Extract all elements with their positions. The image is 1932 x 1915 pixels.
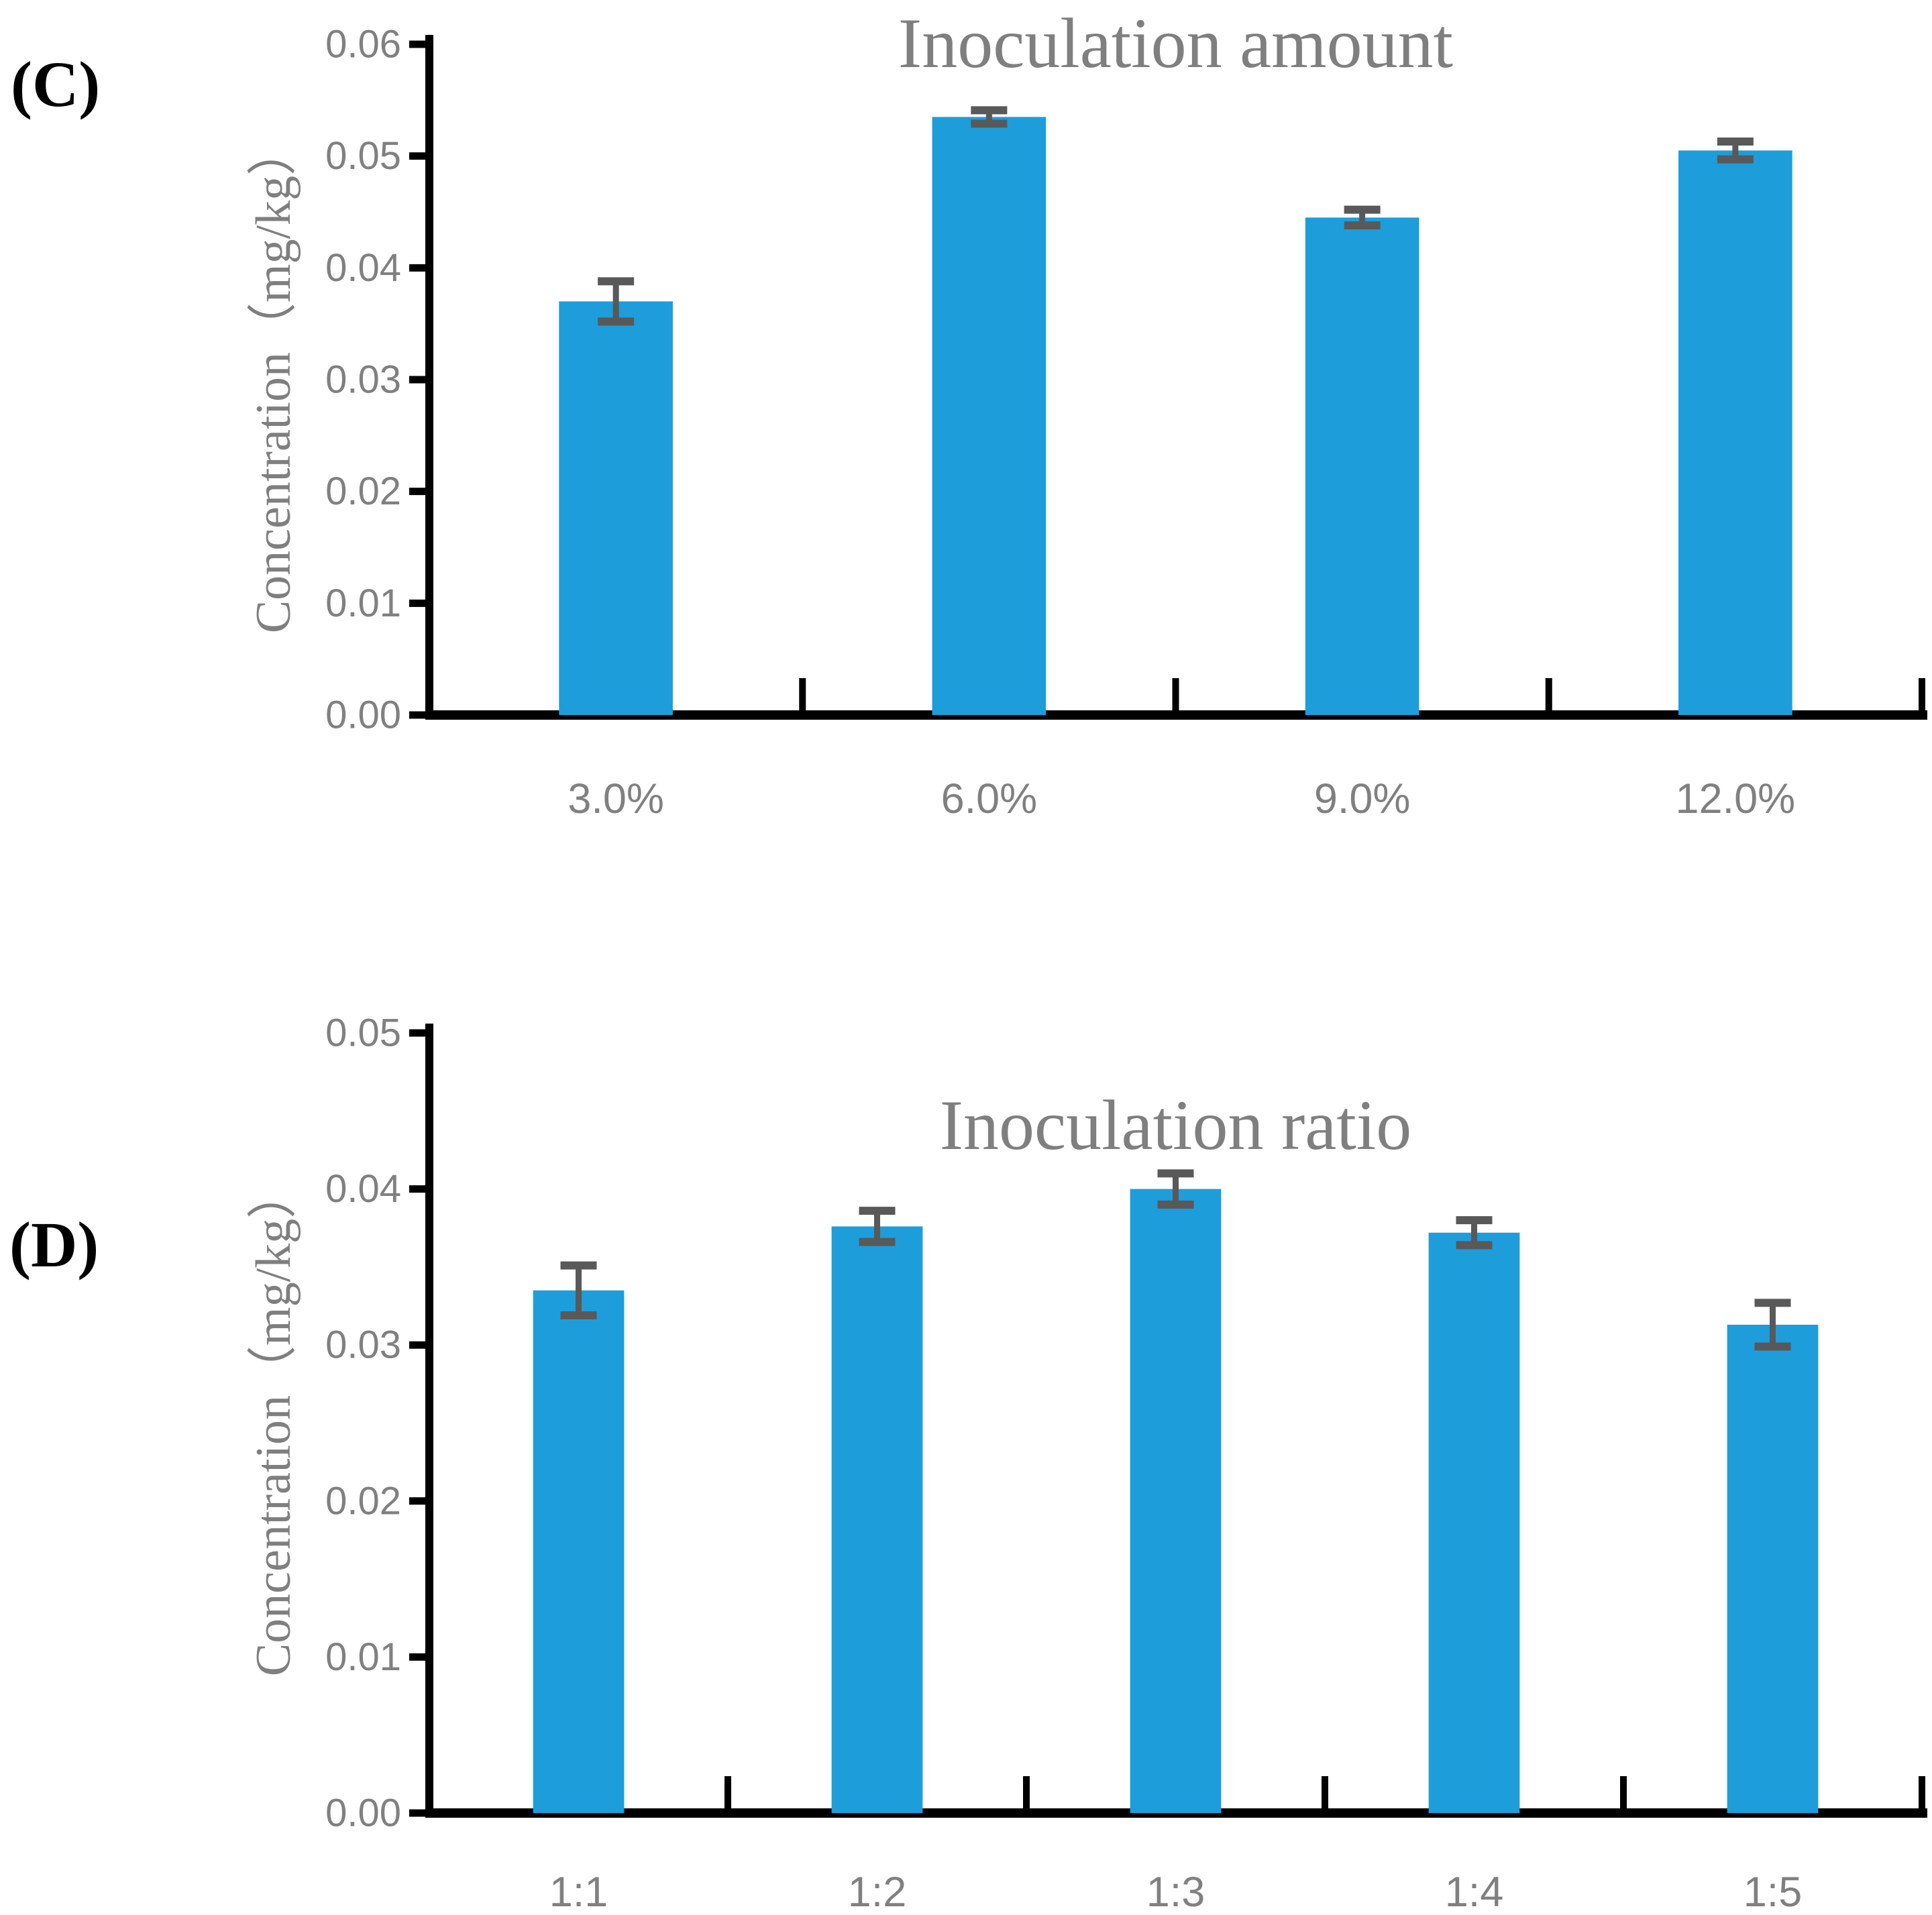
x-tick-label: 6.0% [941, 775, 1038, 822]
panel-c: 0.00 0.01 0.02 0.03 0.04 0.05 0.06 3.0% 6.0% 9.0%… [325, 23, 1927, 822]
x-tick-label: 1:5 [1743, 1869, 1803, 1915]
y-axis-label-c: Concentration（mg/kg） [246, 125, 301, 634]
x-tick-label: 12.0% [1676, 775, 1796, 822]
bar [831, 1226, 923, 1813]
x-tick-label: 1:2 [848, 1869, 907, 1915]
panel-d: 0.00 0.01 0.02 0.03 0.04 0.05 1:1 1:2 1:3 1:4 1:5 [325, 1011, 1927, 1915]
bar [1727, 1324, 1819, 1813]
chart-title-c: Inoculation amount [898, 4, 1454, 83]
y-tick-label: 0.04 [325, 246, 401, 290]
bar [1130, 1189, 1222, 1813]
y-axis-label-d: Concentration（mg/kg） [246, 1168, 301, 1677]
y-tick-label: 0.02 [325, 1479, 401, 1523]
x-tick-label: 1:1 [549, 1869, 608, 1915]
y-tick-label: 0.04 [325, 1167, 401, 1211]
x-tick-label: 1:4 [1445, 1869, 1504, 1915]
y-tick-label: 0.03 [325, 358, 401, 402]
bar [1678, 150, 1792, 716]
panel-label-d: (D) [9, 1209, 99, 1280]
y-tick-label: 0.00 [325, 1792, 401, 1835]
x-tick-label: 9.0% [1314, 775, 1411, 822]
y-tick-label: 0.05 [325, 1011, 401, 1055]
bar [1305, 217, 1419, 715]
bar [533, 1290, 625, 1813]
y-tick-label: 0.01 [325, 1635, 401, 1679]
bar [1428, 1232, 1520, 1813]
bar [559, 301, 673, 715]
chart-title-d: Inoculation ratio [939, 1086, 1412, 1164]
y-tick-label: 0.01 [325, 582, 401, 625]
y-tick-label: 0.00 [325, 694, 401, 737]
y-tick-label: 0.02 [325, 470, 401, 513]
bar [932, 117, 1046, 716]
y-tick-label: 0.05 [325, 134, 401, 178]
y-tick-label: 0.03 [325, 1323, 401, 1367]
x-tick-label: 3.0% [568, 775, 664, 822]
x-tick-label: 1:3 [1146, 1869, 1205, 1915]
y-tick-label: 0.06 [325, 23, 401, 66]
panel-label-c: (C) [11, 48, 101, 120]
